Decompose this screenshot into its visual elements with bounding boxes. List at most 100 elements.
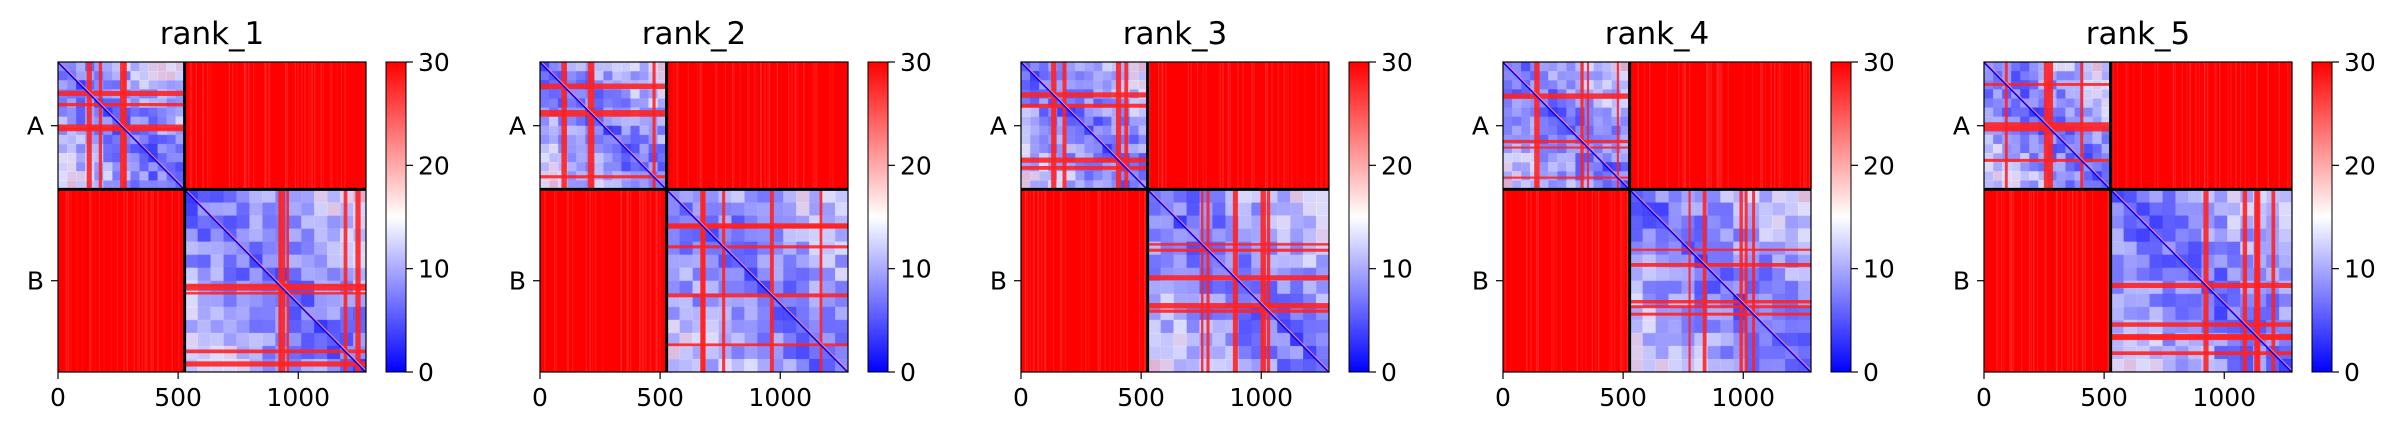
intra-chain-cell	[1138, 62, 1149, 72]
intra-chain-cell	[2011, 62, 2021, 72]
intra-chain-cell	[1138, 98, 1149, 109]
diagonal-line	[185, 189, 367, 371]
intra-chain-cell	[744, 319, 758, 334]
intra-chain-cell	[1772, 267, 1786, 282]
inter-chain-streak	[2028, 189, 2031, 372]
intra-chain-cell	[103, 116, 113, 127]
x-tick-label: 0	[1495, 383, 1511, 412]
intra-chain-cell	[1539, 80, 1549, 90]
intra-chain-cell	[1030, 143, 1040, 154]
intra-chain-cell	[1303, 306, 1317, 321]
intra-chain-cell	[1602, 71, 1613, 81]
intra-chain-cell	[2110, 228, 2125, 243]
intra-chain-cell	[288, 306, 302, 321]
intra-chain-cell	[639, 116, 650, 127]
inter-chain-streak	[1292, 62, 1294, 190]
intra-chain-cell	[822, 332, 836, 347]
inter-chain-streak	[769, 62, 771, 190]
intra-chain-cell	[2011, 171, 2021, 181]
intra-chain-cell	[1759, 332, 1773, 347]
inter-chain-streak	[1708, 62, 1710, 190]
intra-chain-cell	[1772, 228, 1786, 243]
intra-chain-cell	[103, 143, 113, 154]
intra-chain-cell	[809, 345, 823, 360]
inter-chain-streak	[2235, 62, 2237, 190]
inter-chain-streak	[145, 189, 147, 372]
intra-chain-cell	[262, 319, 276, 334]
intra-chain-cell	[1084, 107, 1094, 118]
inter-chain-streak	[2195, 62, 2197, 190]
intra-chain-cell	[1759, 280, 1773, 295]
intra-chain-cell	[2136, 254, 2150, 269]
intra-chain-stripe	[1051, 62, 1057, 190]
intra-chain-cell	[2029, 171, 2039, 181]
intra-chain-cell	[1993, 89, 2003, 99]
intra-chain-cell	[1186, 319, 1200, 334]
intra-chain-cell	[1993, 116, 2003, 127]
inter-chain-streak	[656, 189, 658, 372]
intra-chain-cell	[1021, 143, 1031, 154]
intra-chain-cell	[327, 306, 341, 321]
inter-chain-streak	[1242, 62, 1244, 190]
intra-chain-cell	[2092, 62, 2103, 72]
intra-chain-cell	[657, 116, 668, 127]
intra-chain-cell	[1584, 80, 1594, 90]
intra-chain-cell	[603, 98, 613, 109]
intra-chain-cell	[1066, 116, 1076, 127]
intra-chain-cell	[1611, 80, 1622, 90]
intra-chain-cell	[2123, 215, 2138, 230]
intra-chain-stripe	[540, 110, 667, 115]
intra-chain-cell	[1566, 62, 1576, 72]
heatmap-frame	[57, 61, 367, 373]
intra-chain-cell	[1303, 254, 1317, 269]
intra-chain-cell	[2175, 267, 2189, 282]
intra-chain-cell	[567, 98, 577, 109]
intra-chain-cell	[567, 71, 577, 81]
intra-chain-cell	[1212, 280, 1226, 295]
inter-chain-streak	[340, 62, 343, 190]
inter-chain-streak	[89, 189, 91, 372]
intra-chain-cell	[1147, 202, 1162, 217]
intra-chain-cell	[621, 98, 631, 109]
intra-chain-cell	[1720, 267, 1734, 282]
intra-chain-stripe	[184, 283, 366, 287]
intra-chain-cell	[2175, 306, 2189, 321]
intra-chain-cell	[1548, 62, 1558, 72]
intra-chain-cell	[2136, 228, 2150, 243]
intra-chain-cell	[1290, 345, 1304, 360]
intra-chain-cell	[783, 189, 797, 203]
intra-chain-cell	[2123, 254, 2138, 269]
intra-chain-cell	[1798, 345, 1812, 360]
inter-chain-streak	[2106, 189, 2109, 372]
intra-chain-cell	[1212, 189, 1226, 203]
intra-chain-cell	[1512, 153, 1522, 163]
intra-chain-stripe	[355, 189, 361, 372]
intra-chain-cell	[1057, 62, 1067, 72]
intra-chain-cell	[2065, 89, 2075, 99]
intra-chain-cell	[67, 80, 77, 90]
intra-chain-cell	[744, 332, 758, 347]
intra-chain-cell	[679, 254, 694, 269]
inter-chain-streak	[1044, 189, 1046, 372]
inter-chain-streak	[788, 62, 790, 190]
intra-chain-cell	[1681, 189, 1695, 203]
intra-chain-cell	[236, 228, 250, 243]
intra-chain-cell	[301, 332, 315, 347]
inter-chain-streak	[314, 62, 316, 190]
intra-chain-cell	[1681, 332, 1695, 347]
y-tick-label: B	[990, 267, 1007, 296]
intra-chain-cell	[1039, 134, 1049, 145]
inter-chain-streak	[1721, 62, 1723, 190]
inter-chain-streak	[1526, 189, 1528, 372]
intra-chain-cell	[1557, 143, 1567, 154]
intra-chain-cell	[796, 358, 810, 373]
intra-chain-cell	[1993, 134, 2003, 145]
intra-chain-cell	[139, 80, 149, 90]
inter-chain-streak	[753, 62, 755, 190]
intra-chain-cell	[314, 332, 328, 347]
inter-chain-streak	[687, 62, 689, 190]
inter-chain-streak	[1688, 62, 1691, 190]
intra-chain-cell	[2279, 254, 2293, 269]
intra-chain-cell	[1066, 98, 1076, 109]
